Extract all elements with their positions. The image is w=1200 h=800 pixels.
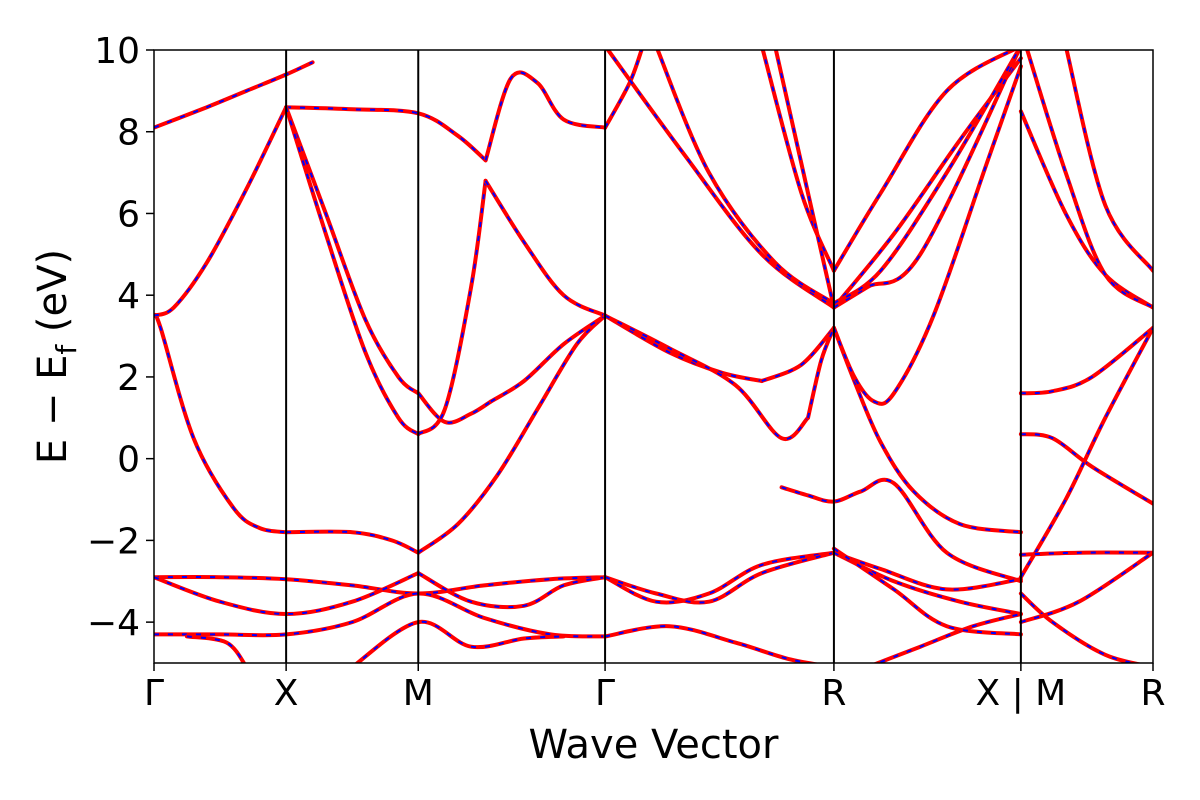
band-fit-line-46	[1020, 551, 1153, 556]
band-fit-line-20	[154, 572, 419, 616]
y-tick-label: −4	[87, 603, 140, 644]
band-line-5	[284, 105, 488, 163]
band-fit-line-26	[355, 620, 564, 663]
band-line-4	[154, 105, 289, 318]
band-fit-line-8	[417, 392, 492, 424]
band-line-34	[605, 50, 836, 310]
band-line-41	[872, 612, 1023, 663]
x-axis-label: Wave Vector	[529, 722, 780, 768]
band-fit-line-45	[1020, 327, 1153, 578]
band-fit-line-29	[832, 65, 1022, 405]
band-fit-line-25	[604, 625, 815, 663]
x-tick-label: X | M	[975, 673, 1066, 714]
y-axis-label-unit: (eV)	[30, 249, 76, 345]
x-tick-label: Γ	[144, 673, 164, 714]
band-fit-line-30	[761, 50, 835, 272]
band-line-25	[603, 624, 821, 663]
band-fit-line-12	[604, 314, 762, 382]
band-fit-line-43	[1020, 327, 1153, 395]
y-tick-label: 4	[117, 276, 140, 317]
band-line-31	[831, 50, 1018, 273]
y-tick-label: 0	[117, 440, 140, 481]
band-line-10	[416, 178, 488, 437]
x-axis-ticks: Γ X M Γ R X | M R	[144, 663, 1166, 714]
band-line-6	[284, 105, 421, 396]
y-axis-ticks: 10 8 6 4 2 0 −2 −4	[87, 31, 154, 644]
band-fit-line-49	[1065, 50, 1153, 272]
y-tick-label: 6	[117, 194, 140, 235]
band-fit-line-23	[604, 551, 835, 604]
band-fit-line-21	[417, 572, 606, 609]
band-fit-line-37	[833, 50, 1020, 305]
band-line-37	[831, 50, 1021, 306]
band-fit-line-9	[490, 314, 606, 403]
band-fit-line-4	[154, 106, 287, 317]
band-fit-line-32	[774, 50, 835, 308]
x-tick-label: R	[1140, 673, 1165, 714]
band-fit-line-48	[1026, 50, 1153, 309]
band-line-1	[154, 312, 289, 535]
band-fit-line-47	[1019, 110, 1153, 309]
band-fit-line-36	[656, 50, 835, 305]
band-line-3	[416, 313, 608, 555]
x-tick-label: M	[403, 673, 434, 714]
band-fit-line-14	[604, 314, 809, 441]
band-fit-line-44	[1020, 433, 1153, 505]
band-line-35	[831, 50, 1022, 310]
band-fit-line-51	[1020, 551, 1153, 624]
band-line-26	[354, 619, 566, 663]
y-tick-label: 8	[117, 113, 140, 154]
band-line-36	[655, 50, 836, 306]
band-line-18	[603, 50, 644, 130]
high-symmetry-lines	[285, 50, 1022, 663]
band-line-43	[1018, 325, 1153, 396]
x-tick-label: R	[821, 673, 846, 714]
band-fit-line-15	[807, 327, 835, 419]
y-axis-label: E − Ef (eV)	[30, 249, 83, 464]
band-line-48	[1025, 50, 1153, 310]
band-fit-line-6	[285, 106, 419, 395]
band-line-17	[483, 70, 608, 163]
band-line-50	[1018, 591, 1143, 663]
band-fit-line-17	[484, 71, 606, 161]
y-tick-label: 10	[94, 31, 140, 72]
band-fit-line-1	[154, 313, 287, 534]
band-fit-line-16	[154, 61, 314, 129]
y-axis-label-main: E − E	[30, 355, 76, 465]
band-fit-line-7	[285, 106, 419, 435]
x-tick-label: X	[274, 673, 299, 714]
band-line-30	[760, 50, 836, 273]
band-fit-line-41	[875, 613, 1022, 663]
band-fit-line-11	[484, 180, 606, 317]
plot-frame	[153, 49, 1154, 664]
band-line-11	[483, 178, 608, 318]
band-fit-line-28	[832, 327, 1022, 534]
y-tick-label: −2	[87, 521, 140, 562]
band-fit-line-38	[781, 478, 1022, 583]
band-fit-line-42	[833, 547, 1022, 636]
band-fit-line-31	[833, 50, 1016, 272]
band-line-27	[185, 634, 247, 663]
band-fit-line-3	[417, 314, 606, 554]
band-line-44	[1018, 432, 1153, 506]
band-line-28	[831, 325, 1023, 535]
band-fit-line-22	[604, 551, 835, 604]
band-fit-line-2	[286, 530, 419, 554]
bands-layer	[154, 50, 1153, 663]
band-fit-line-24	[154, 592, 606, 638]
y-axis-label-subscript: f	[50, 344, 83, 355]
band-fit-line-50	[1020, 592, 1138, 663]
band-fit-line-35	[833, 50, 1021, 309]
x-tick-label: Γ	[595, 673, 615, 714]
band-fit-line-34	[606, 50, 835, 309]
band-fit-line-13	[761, 327, 835, 382]
band-fit-line-39	[833, 551, 1022, 591]
band-fit-line-10	[417, 180, 487, 435]
y-tick-label: 2	[117, 358, 140, 399]
